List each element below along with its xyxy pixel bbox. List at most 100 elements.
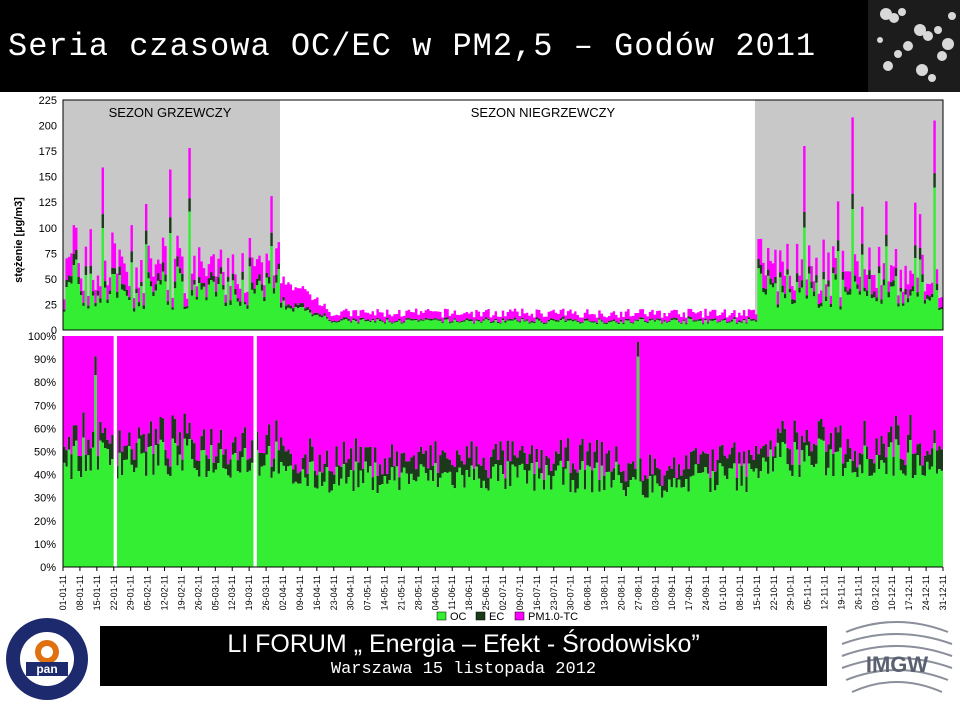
x-tick-label: 12-11-11 (820, 575, 830, 610)
top-plot-frame (62, 99, 944, 331)
x-tick-label: 02-07-11 (498, 575, 508, 610)
x-tick-label: 23-07-11 (549, 575, 559, 610)
x-tick-label: 31-12-11 (938, 575, 948, 610)
share-oc-area (63, 356, 943, 567)
data-gap-1 (253, 336, 257, 567)
x-tick-label: 26-03-11 (261, 575, 271, 610)
x-tick-label: 07-05-11 (363, 575, 373, 610)
x-tick-label: 22-01-11 (109, 575, 119, 610)
x-tick-label: 05-02-11 (143, 575, 153, 610)
y-tick-label-bottom: 80% (34, 377, 56, 389)
page-title: Seria czasowa OC/EC w PM2,5 – Godów 2011 (8, 28, 817, 65)
x-tick-label: 05-11-11 (803, 575, 813, 610)
x-tick-label: 29-10-11 (786, 575, 796, 610)
x-tick-label: 14-05-11 (380, 575, 390, 610)
x-tick-label: 25-06-11 (481, 575, 491, 610)
percentage-plot (63, 336, 943, 567)
x-tick-label: 19-02-11 (176, 575, 186, 610)
x-tick-label: 20-08-11 (616, 575, 626, 610)
footer-subtitle: Warszawa 15 listopada 2012 (330, 660, 597, 679)
concentration-plot (63, 117, 943, 330)
x-tick-label: 09-07-11 (515, 575, 525, 610)
x-tick-label: 30-04-11 (346, 575, 356, 610)
share-ec-area (63, 341, 943, 498)
x-tick-label: 01-01-11 (58, 575, 68, 610)
x-tick-label: 17-12-11 (904, 575, 914, 610)
y-tick-label-bottom: 40% (34, 470, 56, 482)
x-tick-label: 15-01-11 (92, 575, 102, 610)
legend-label: OC (450, 611, 467, 623)
x-tick-label: 10-12-11 (887, 575, 897, 610)
y-tick-label-bottom: 10% (34, 539, 56, 551)
season-label-nonheating: SEZON NIEGRZEWCZY (471, 105, 616, 120)
x-tick-label: 16-04-11 (312, 575, 322, 610)
y-tick-label-top: 200 (39, 121, 57, 133)
x-tick-label: 08-10-11 (735, 575, 745, 610)
legend-label: EC (489, 611, 504, 623)
x-tick-label: 18-06-11 (464, 575, 474, 610)
y-tick-label-top: 125 (39, 197, 57, 209)
y-tick-label-bottom: 90% (34, 354, 56, 366)
y-tick-label-bottom: 60% (34, 423, 56, 435)
x-tick-label: 16-07-11 (532, 575, 542, 610)
x-tick-label: 19-03-11 (244, 575, 254, 610)
y-tick-label-bottom: 0% (40, 562, 56, 574)
data-gap-0 (113, 336, 118, 567)
x-tick-label: 06-08-11 (583, 575, 593, 610)
y-tick-label-top: 0 (51, 325, 57, 337)
legend-swatch-ec (475, 611, 486, 621)
x-tick-label: 17-09-11 (684, 575, 694, 610)
x-tick-label: 30-07-11 (566, 575, 576, 610)
logo-text: IMGW (866, 652, 929, 677)
x-tick-label: 29-01-11 (126, 575, 136, 610)
y-tick-label-top: 75 (45, 248, 57, 260)
logo-mark-text: pan (36, 662, 57, 676)
x-tick-label: 03-12-11 (870, 575, 880, 610)
x-tick-label: 26-02-11 (193, 575, 203, 610)
y-axis-label: stężenie [µg/m3] (13, 197, 25, 283)
x-tick-label: 26-11-11 (853, 575, 863, 610)
y-tick-label-top: 100 (39, 223, 57, 235)
y-tick-label-bottom: 50% (34, 447, 56, 459)
y-tick-label-bottom: 20% (34, 516, 56, 528)
footer-banner: LI FORUM „ Energia – Efekt - Środowisko”… (100, 626, 827, 686)
x-tick-label: 05-03-11 (210, 575, 220, 610)
aerosol-photo-image (868, 0, 960, 92)
y-tick-label-top: 25 (45, 299, 57, 311)
y-tick-label-bottom: 30% (34, 493, 56, 505)
chart-figure: 0 25 50 75 100 125 150 175 200 225 0% 10% 20% 30% 40% 5… (0, 92, 960, 626)
x-tick-label: 23-04-11 (329, 575, 339, 610)
x-tick-label: 10-09-11 (667, 575, 677, 610)
imgw-logo: IMGW (836, 612, 958, 702)
x-tick-label: 22-10-11 (769, 575, 779, 610)
x-tick-label: 13-08-11 (600, 575, 610, 610)
y-tick-label-bottom: 100% (28, 331, 56, 343)
x-tick-label: 15-10-11 (752, 575, 762, 610)
legend-label: PM1.0-TC (528, 611, 578, 623)
y-tick-label-top: 150 (39, 172, 57, 184)
x-tick-label: 24-12-11 (921, 575, 931, 610)
y-tick-label-top: 175 (39, 146, 57, 158)
x-tick-label: 19-11-11 (836, 575, 846, 610)
x-tick-label: 09-04-11 (295, 575, 305, 610)
x-tick-label: 04-06-11 (430, 575, 440, 610)
series-oc-area (63, 187, 943, 330)
x-tick-label: 27-08-11 (633, 575, 643, 610)
y-tick-label-bottom: 70% (34, 400, 56, 412)
x-tick-label: 08-01-11 (75, 575, 85, 610)
y-tick-label-top: 225 (39, 95, 57, 107)
season-label-heating: SEZON GRZEWCZY (109, 105, 232, 120)
ipis-pan-logo: pan (6, 618, 88, 700)
footer-title: LI FORUM „ Energia – Efekt - Środowisko” (227, 630, 700, 658)
x-tick-label: 02-04-11 (278, 575, 288, 610)
x-tick-label: 12-03-11 (227, 575, 237, 610)
x-tick-label: 03-09-11 (650, 575, 660, 610)
x-tick-label: 24-09-11 (701, 575, 711, 610)
legend-swatch-oc (436, 611, 447, 621)
share-pm10tc-area (63, 336, 943, 486)
legend-swatch-pm1-0-tc (514, 611, 525, 621)
x-tick-label: 21-05-11 (396, 575, 406, 610)
x-tick-label: 01-10-11 (718, 575, 728, 610)
x-tick-label: 28-05-11 (413, 575, 423, 610)
x-tick-label: 11-06-11 (447, 575, 457, 610)
